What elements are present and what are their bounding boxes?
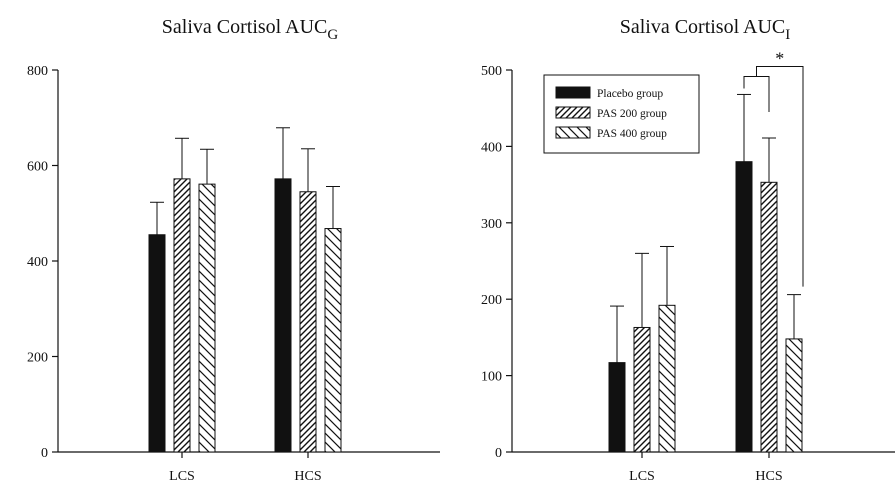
chart-title: Saliva Cortisol AUCI	[620, 16, 791, 43]
bar	[299, 191, 317, 453]
bar	[324, 228, 342, 453]
x-tick-label: HCS	[755, 469, 782, 484]
significance-asterisk: *	[775, 48, 784, 68]
y-tick-label: 100	[481, 370, 502, 385]
y-tick-label: 400	[481, 140, 502, 155]
tick-labels-right: 0 100 200 300 400 500 LCS HCS	[481, 64, 783, 484]
x-tick-label: HCS	[294, 469, 321, 484]
panel-saliva-cortisol-aucg: Saliva Cortisol AUCG 0 200 400 600 800 LCS HCS	[27, 16, 440, 484]
bar	[198, 183, 216, 453]
y-tick-label: 0	[41, 446, 48, 461]
y-tick-label: 300	[481, 217, 502, 232]
legend-swatch	[555, 126, 591, 139]
bar	[760, 181, 778, 453]
axes-right	[506, 69, 895, 458]
bar	[274, 178, 292, 453]
x-tick-label: LCS	[629, 469, 655, 484]
y-tick-label: 400	[27, 255, 48, 270]
y-tick-label: 500	[481, 64, 502, 79]
axes-left	[52, 69, 440, 458]
panel-saliva-cortisol-auci: Saliva Cortisol AUCI 0 100 200 300 400 500 LCS…	[481, 16, 895, 484]
legend-label: Placebo group	[597, 88, 663, 100]
bars-left	[148, 127, 342, 453]
bar	[658, 304, 676, 453]
y-tick-label: 600	[27, 160, 48, 175]
legend-swatch	[555, 86, 591, 99]
bar	[608, 362, 626, 453]
bar	[735, 161, 753, 453]
y-tick-label: 0	[495, 446, 502, 461]
legend-label: PAS 400 group	[597, 128, 667, 140]
bar	[173, 178, 191, 453]
x-tick-label: LCS	[169, 469, 195, 484]
tick-labels-left: 0 200 400 600 800 LCS HCS	[27, 64, 322, 484]
legend-label: PAS 200 group	[597, 108, 667, 120]
legend-swatch	[555, 106, 591, 119]
bracket-outer	[756, 65, 804, 287]
bars-right	[608, 93, 803, 453]
y-tick-label: 200	[481, 293, 502, 308]
y-tick-label: 800	[27, 64, 48, 79]
bar	[148, 234, 166, 453]
chart-title: Saliva Cortisol AUCG	[162, 16, 339, 43]
legend: Placebo group PAS 200 group PAS 400 group	[543, 74, 700, 154]
bar	[633, 326, 651, 453]
significance-bracket: *	[743, 48, 804, 287]
y-tick-label: 200	[27, 351, 48, 366]
bar	[785, 338, 803, 453]
